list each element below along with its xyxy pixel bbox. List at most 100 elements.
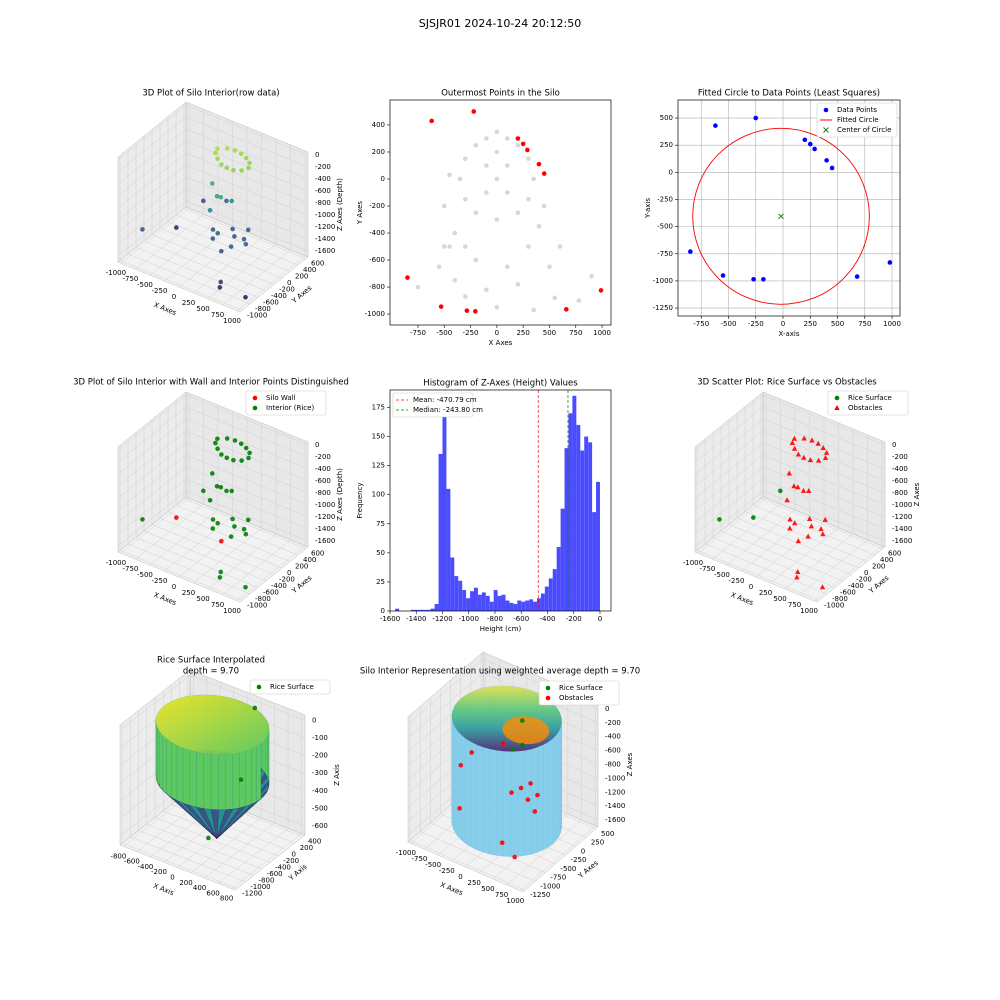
marker: [217, 575, 223, 580]
z-tick-label: -300: [312, 769, 328, 777]
y-tick-label: -1250: [653, 304, 673, 312]
z-tick-label: -1400: [315, 235, 335, 243]
marker: [510, 747, 516, 752]
legend-label: Data Points: [837, 106, 877, 114]
z-axis-label: Z Axes: [626, 752, 634, 776]
marker: [794, 574, 800, 580]
marker: [232, 148, 238, 153]
plot-area: [390, 100, 611, 325]
marker: [238, 441, 244, 447]
grid-line: [185, 152, 309, 204]
grid-line: [762, 394, 886, 446]
y-axis-label: Y Axes: [356, 201, 364, 226]
x-tick-label: -1600: [380, 615, 400, 623]
marker: [207, 208, 213, 213]
marker: [457, 806, 462, 811]
x-tick-label: 400: [193, 884, 206, 892]
bar: [517, 600, 522, 611]
z-tick-label: -1400: [892, 525, 912, 533]
bar: [454, 576, 459, 611]
y-tick-label: -1000: [653, 277, 673, 285]
x-tick-label: -750: [410, 329, 426, 337]
x-tick-label: 0: [458, 873, 462, 881]
axes-frame: [389, 99, 612, 326]
marker: [823, 449, 830, 455]
legend: [392, 392, 474, 418]
marker: [515, 136, 521, 141]
surface: [216, 798, 261, 839]
marker: [812, 146, 817, 152]
marker: [252, 395, 258, 401]
marker: [140, 517, 145, 522]
marker: [541, 171, 547, 176]
x-tick-label: -750: [122, 565, 138, 573]
grid-line: [143, 530, 267, 582]
marker: [441, 244, 447, 249]
grid-line: [694, 478, 764, 535]
marker: [820, 444, 826, 450]
grid-line: [127, 253, 251, 305]
z-tick-label: -1200: [315, 223, 335, 231]
marker: [174, 515, 179, 520]
marker: [230, 226, 235, 232]
subplot-title: Fitted Circle to Data Points (Least Squa…: [698, 89, 880, 99]
grid-line: [185, 394, 309, 446]
marker: [201, 488, 206, 494]
grid-line: [752, 504, 876, 556]
bar: [552, 569, 557, 611]
y-tick-label: 250: [591, 839, 604, 847]
marker: [219, 538, 224, 544]
y-tick-label: 600: [311, 260, 324, 268]
marker: [224, 146, 230, 151]
bar: [395, 608, 400, 611]
grid-line: [744, 511, 868, 562]
y-tick-label: -500: [560, 865, 576, 873]
marker: [795, 538, 802, 544]
marker: [215, 446, 220, 452]
x-tick-label: 750: [858, 320, 871, 328]
z-tick-label: -600: [315, 477, 331, 485]
z-tick-label: -100: [312, 734, 328, 742]
x-tick-label: 750: [211, 601, 224, 609]
marker: [536, 161, 542, 167]
marker: [231, 167, 236, 173]
grid-line: [117, 418, 187, 475]
bar: [521, 601, 526, 611]
y-tick-label: -250: [571, 856, 587, 864]
bar: [446, 488, 451, 611]
y-axis-label: Frequency: [356, 482, 364, 518]
marker: [512, 854, 517, 860]
marker: [801, 435, 807, 441]
marker: [229, 488, 235, 494]
grid-line: [117, 394, 187, 451]
marker: [494, 305, 500, 310]
bar: [564, 448, 569, 611]
grid-line: [407, 658, 484, 725]
x-tick-label: -250: [463, 329, 479, 337]
grid-line: [420, 831, 536, 882]
silo-wall: [548, 738, 553, 848]
marker: [834, 405, 840, 410]
y-tick-label: -600: [840, 588, 856, 596]
grid-line: [117, 466, 187, 523]
y-tick-label: -800: [369, 283, 385, 291]
marker: [224, 198, 229, 204]
x-tick-label: -750: [122, 275, 138, 283]
marker: [247, 450, 252, 456]
marker: [778, 488, 783, 494]
y-tick-label: -400: [271, 292, 287, 300]
silo-wall: [454, 726, 458, 837]
marker: [213, 150, 218, 156]
marker: [887, 260, 893, 265]
surface: [176, 745, 184, 804]
z-tick-label: -800: [892, 489, 908, 497]
z-tick-label: -800: [605, 761, 621, 769]
marker: [787, 525, 793, 531]
bar: [501, 594, 506, 611]
x-tick-label: -1000: [106, 559, 126, 567]
marker: [806, 487, 812, 493]
grid-line: [409, 840, 526, 891]
grid-line: [694, 466, 764, 523]
grid-line: [762, 454, 886, 506]
y-tick-label: -1000: [247, 311, 267, 319]
